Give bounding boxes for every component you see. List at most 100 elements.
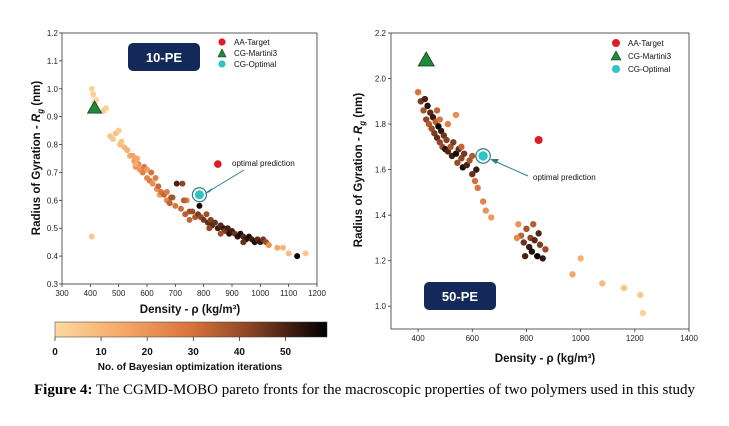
left-iteration-point [200, 216, 207, 223]
right-iteration-point [421, 95, 429, 103]
left-iteration-point [265, 241, 272, 248]
left-aa-target-marker [214, 160, 222, 168]
left-annotation-arrowhead [204, 188, 212, 194]
right-iteration-point [599, 280, 606, 287]
left-special-markers [86, 100, 222, 203]
right-cg-optimal-marker [478, 151, 488, 161]
left-x-tick-label: 1200 [308, 289, 326, 298]
left-iteration-point [186, 216, 193, 223]
right-legend-optimal-marker [612, 65, 620, 73]
left-iteration-point [139, 169, 146, 176]
left-badge [128, 43, 200, 71]
left-iteration-point [90, 91, 97, 98]
left-annotation-arrow [205, 169, 245, 194]
right-iteration-point [528, 248, 536, 255]
right-iteration-point [523, 225, 530, 233]
left-iteration-point [88, 85, 95, 92]
right-annotation-arrowhead [490, 159, 499, 164]
left-iteration-point [180, 197, 187, 204]
left-legend-optimal-marker [218, 60, 226, 68]
left-optimal-highlight-ring [191, 187, 208, 203]
figure-caption: Figure 4: The CGMD-MOBO pareto fronts fo… [0, 381, 729, 400]
left-legend-martini-label: CG-Martini3 [234, 49, 278, 58]
right-iteration-point [488, 214, 495, 221]
left-iteration-point [302, 250, 309, 257]
left-iteration-point [189, 208, 196, 215]
left-cg-martini3-marker [86, 100, 103, 114]
right-y-axis-label: Radius of Gyration - Rg (nm) [353, 93, 367, 248]
colorbar-tick-label: 10 [96, 347, 108, 358]
right-iteration-point [569, 271, 576, 278]
right-iteration-point [469, 152, 476, 160]
left-iteration-point [118, 138, 125, 145]
right-iteration-point [530, 221, 537, 228]
right-iteration-point [450, 139, 457, 146]
right-y-tick-label: 1.6 [375, 166, 387, 175]
left-x-tick-label: 500 [112, 289, 126, 298]
right-badge [424, 282, 496, 310]
left-legend-martini-marker [217, 48, 227, 58]
right-legend-aa-target-label: AA-Target [628, 39, 664, 48]
left-iteration-point [88, 233, 95, 240]
left-x-tick-label: 800 [197, 289, 211, 298]
right-iteration-point [469, 170, 476, 178]
left-iteration-point [166, 200, 173, 207]
right-optimal-highlight-ring [475, 148, 491, 164]
right-iteration-point [460, 150, 468, 157]
left-iteration-point [203, 211, 210, 218]
left-x-tick-label: 1100 [280, 289, 298, 298]
left-iteration-point [240, 239, 247, 246]
right-iteration-point [433, 107, 441, 114]
left-legend-aa-target-label: AA-Target [234, 38, 270, 47]
left-iteration-point [178, 205, 184, 212]
right-iteration-point [539, 255, 546, 262]
caption-text: The CGMD-MOBO pareto fronts for the macr… [95, 382, 695, 398]
right-iteration-point [577, 255, 584, 262]
colorbar-ticks: 0 10 20 30 40 50 [52, 337, 292, 358]
colorbar-tick-label: 40 [234, 347, 246, 358]
right-legend-martini-label: CG-Martini3 [628, 52, 672, 61]
right-iteration-point [414, 89, 422, 96]
colorbar-tick-label: 30 [188, 347, 200, 358]
left-cg-optimal-marker [194, 190, 204, 200]
left-iteration-point [129, 152, 136, 159]
left-iteration-point [274, 244, 281, 251]
left-x-tick-label: 700 [169, 289, 183, 298]
right-x-tick-label: 1400 [680, 334, 698, 343]
right-x-axis-label: Density - ρ (kg/m³) [495, 353, 596, 365]
right-chart: 400 600 800 1000 1200 1400 1.0 1.2 1.4 1.6 1.8 2.0 2… [353, 29, 698, 365]
right-axis-ticks: 400 600 800 1000 1200 1400 1.0 1.2 1.4 1.6 1.8 2.0 2… [375, 29, 699, 343]
left-legend: AA-Target CG-Martini3 CG-Optimal [217, 38, 278, 69]
left-axis-ticks: 300 400 500 600 700 800 900 1000 1100 1200 0.3 0.4 0… [47, 29, 327, 298]
left-y-tick-label: 0.5 [47, 224, 59, 233]
left-y-tick-label: 0.9 [47, 113, 59, 122]
right-y-tick-label: 1.2 [375, 257, 387, 266]
left-iteration-point [149, 180, 156, 187]
right-y-tick-label: 2.2 [375, 29, 387, 38]
right-legend-aa-target-marker [612, 39, 620, 47]
left-iteration-point [152, 175, 159, 182]
left-badge-label: 10-PE [146, 50, 182, 65]
colorbar: 0 10 20 30 40 50 No. of Bayesian optimization… [52, 321, 328, 373]
left-iteration-point [110, 135, 116, 142]
left-y-tick-label: 0.6 [47, 196, 59, 205]
right-x-tick-label: 800 [520, 334, 534, 343]
left-chart: 300 400 500 600 700 800 900 1000 1100 1200 0.3 0.4 0… [31, 29, 326, 316]
right-x-tick-label: 600 [466, 334, 480, 343]
left-y-tick-label: 1.1 [47, 57, 59, 66]
left-iteration-point [148, 169, 155, 176]
left-y-axis-label: Radius of Gyration - Rg (nm) [31, 81, 45, 236]
right-iteration-point [515, 221, 522, 228]
left-x-tick-label: 1000 [251, 289, 269, 298]
left-iteration-point [207, 216, 214, 223]
right-iteration-point [458, 143, 465, 151]
left-x-tick-label: 400 [84, 289, 98, 298]
left-iteration-point [115, 127, 122, 134]
colorbar-tick-label: 0 [52, 347, 58, 358]
right-cg-martini3-marker [417, 51, 435, 67]
colorbar-gradient [54, 321, 328, 338]
right-legend-martini-marker [610, 50, 622, 61]
caption-prefix: Figure 4: [33, 382, 93, 398]
left-iteration-point [144, 166, 150, 173]
